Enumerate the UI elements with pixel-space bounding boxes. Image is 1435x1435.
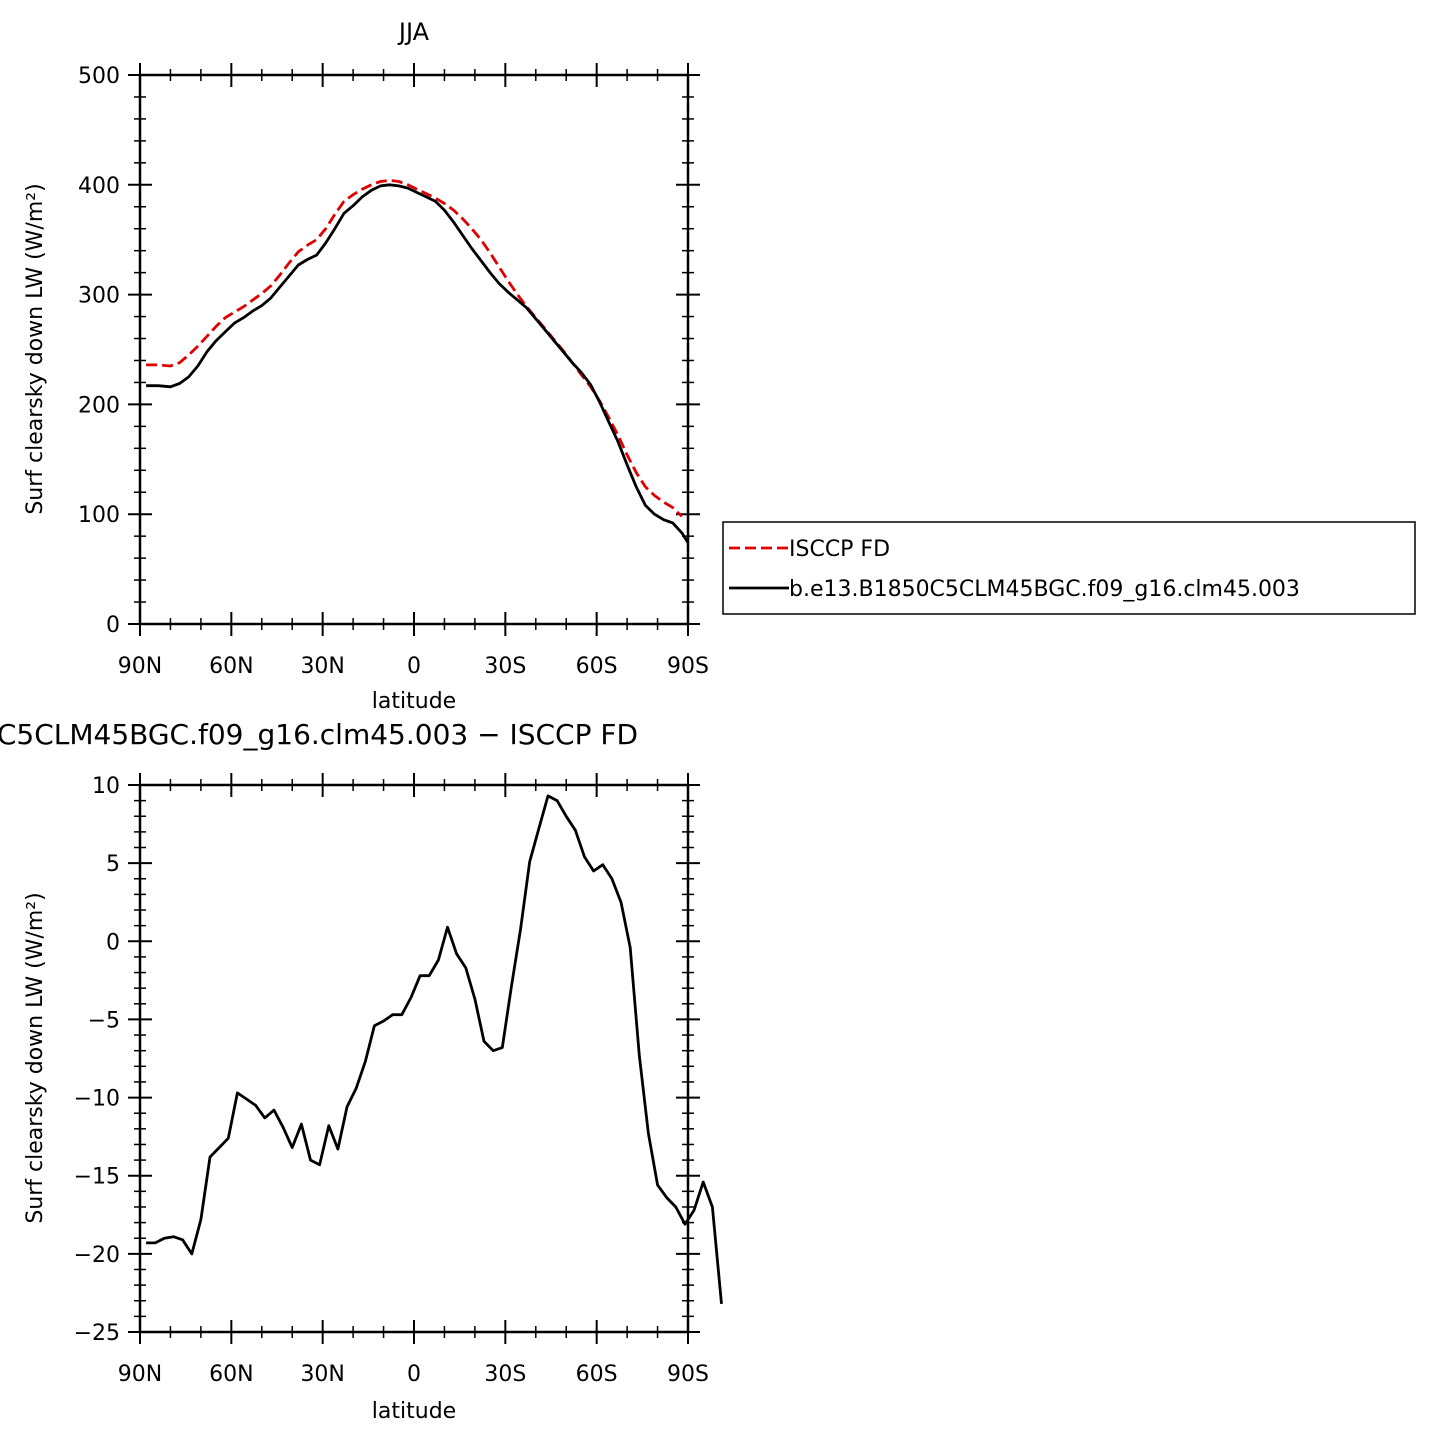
- top-series-lines: [146, 178, 690, 544]
- bottom-y-tick-label: 0: [106, 930, 120, 955]
- top-y-tick-labels: 0 100 200 300 400 500: [78, 64, 120, 638]
- top-x-tick-label: 30S: [484, 654, 526, 679]
- bottom-y-tick-label: 5: [106, 852, 120, 877]
- top-x-tick-label: 0: [407, 654, 421, 679]
- bottom-y-tick-label: −25: [74, 1321, 120, 1346]
- bottom-x-tick-label: 90S: [667, 1362, 709, 1387]
- top-tick-marks: [128, 63, 700, 636]
- top-series-line-0: [146, 178, 683, 518]
- bottom-y-tick-label: 10: [92, 774, 120, 799]
- top-y-tick-label: 400: [78, 174, 120, 199]
- bottom-x-tick-label: 60S: [576, 1362, 618, 1387]
- legend: ISCCP FD b.e13.B1850C5CLM45BGC.f09_g16.c…: [722, 521, 1416, 615]
- bottom-x-tick-label: 30N: [300, 1362, 344, 1387]
- bottom-y-tick-label: −20: [74, 1243, 120, 1268]
- bottom-x-tick-labels: 90N 60N 30N 0 30S 60S 90S: [118, 1362, 709, 1387]
- bottom-series-lines: [146, 794, 723, 1305]
- top-x-tick-labels: 90N 60N 30N 0 30S 60S 90S: [118, 654, 709, 679]
- bottom-y-axis-label: Surf clearsky down LW (W/m²): [23, 892, 48, 1223]
- legend-box: [722, 521, 1416, 615]
- top-series-line-1: [146, 183, 690, 544]
- top-plot-frame: [138, 73, 690, 626]
- top-x-tick-label: 60S: [576, 654, 618, 679]
- top-x-tick-label: 90N: [118, 654, 162, 679]
- bottom-plot-frame: [138, 783, 690, 1334]
- legend-label-model: b.e13.B1850C5CLM45BGC.f09_g16.clm45.003: [789, 577, 1300, 602]
- bottom-y-tick-label: −15: [74, 1165, 120, 1190]
- top-x-tick-label: 60N: [209, 654, 253, 679]
- top-y-tick-label: 200: [78, 393, 120, 418]
- top-x-tick-label: 30N: [300, 654, 344, 679]
- bottom-tick-marks: [128, 773, 700, 1344]
- bottom-title: b.e13.B1850C5CLM45BGC.f09_g16.clm45.003 …: [0, 718, 638, 751]
- top-y-tick-label: 300: [78, 284, 120, 309]
- bottom-x-axis-label: latitude: [372, 1399, 456, 1424]
- bottom-x-tick-label: 90N: [118, 1362, 162, 1387]
- bottom-y-tick-labels: −25 −20 −15 −10 −5 0 5 10: [74, 774, 120, 1346]
- top-panel: JJA Surf clearsky down LW (W/m²) latitud…: [23, 18, 709, 714]
- bottom-panel: b.e13.B1850C5CLM45BGC.f09_g16.clm45.003 …: [0, 718, 723, 1424]
- bottom-y-tick-label: −10: [74, 1087, 120, 1112]
- bottom-x-tick-label: 0: [407, 1362, 421, 1387]
- top-title: JJA: [397, 18, 430, 46]
- bottom-x-tick-label: 30S: [484, 1362, 526, 1387]
- top-x-axis-label: latitude: [372, 689, 456, 714]
- top-y-tick-label: 100: [78, 503, 120, 528]
- bottom-series-line-0: [146, 794, 723, 1305]
- top-y-tick-label: 0: [106, 613, 120, 638]
- bottom-y-tick-label: −5: [88, 1008, 120, 1033]
- top-x-tick-label: 90S: [667, 654, 709, 679]
- top-y-axis-label: Surf clearsky down LW (W/m²): [23, 183, 48, 514]
- legend-label-isccp: ISCCP FD: [789, 537, 890, 562]
- top-y-tick-label: 500: [78, 64, 120, 89]
- bottom-x-tick-label: 60N: [209, 1362, 253, 1387]
